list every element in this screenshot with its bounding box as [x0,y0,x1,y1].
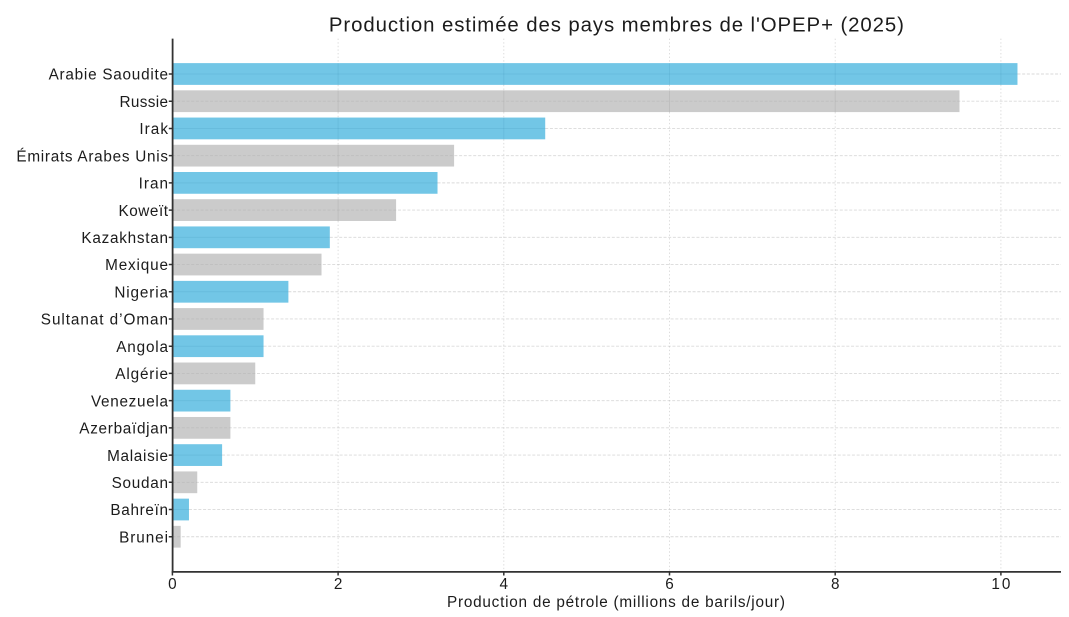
svg-text:Kazakhstan: Kazakhstan [81,230,168,247]
svg-text:Russie: Russie [120,94,169,111]
svg-text:Azerbaïdjan: Azerbaïdjan [79,421,168,438]
svg-text:Nigeria: Nigeria [114,284,168,301]
svg-text:Production estimée des pays me: Production estimée des pays membres de l… [329,15,904,37]
svg-text:4: 4 [500,576,509,593]
svg-text:Angola: Angola [116,339,168,356]
svg-text:10: 10 [991,576,1010,593]
svg-text:2: 2 [334,576,343,593]
svg-text:Sultanat d’Oman: Sultanat d’Oman [41,312,168,329]
svg-text:6: 6 [665,576,674,593]
svg-text:Malaisie: Malaisie [107,448,168,465]
svg-text:Bahreïn: Bahreïn [110,502,168,519]
svg-text:Irak: Irak [139,121,168,138]
svg-text:Soudan: Soudan [112,475,168,492]
svg-text:Arabie Saoudite: Arabie Saoudite [49,67,168,84]
svg-text:Venezuela: Venezuela [91,393,168,410]
svg-text:Koweït: Koweït [119,203,169,220]
svg-text:Mexique: Mexique [105,257,168,274]
svg-text:Production de pétrole (million: Production de pétrole (millions de baril… [447,594,785,611]
svg-text:8: 8 [831,576,840,593]
svg-text:Algérie: Algérie [115,366,168,383]
svg-text:Émirats Arabes Unis: Émirats Arabes Unis [16,148,168,165]
svg-text:0: 0 [168,576,177,593]
svg-text:Iran: Iran [139,176,168,193]
svg-text:Brunei: Brunei [119,529,168,546]
